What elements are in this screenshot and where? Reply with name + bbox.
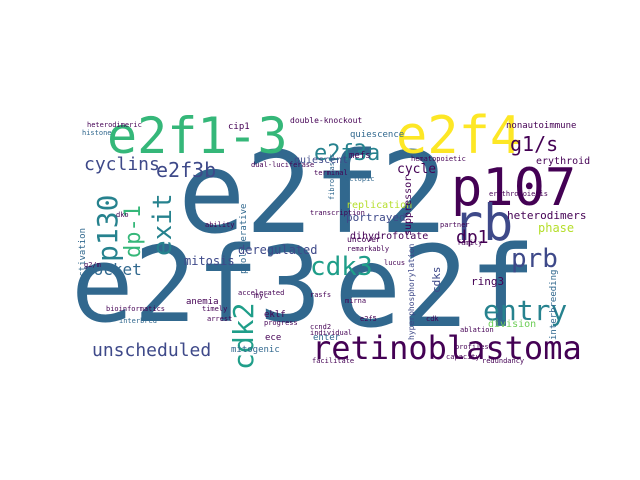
cloud-word: cycle <box>397 162 437 177</box>
cloud-word: ece <box>265 333 282 343</box>
cloud-word: arrest <box>207 315 233 323</box>
cloud-word: p107 <box>451 158 577 218</box>
cloud-word: e2f5 <box>360 315 377 323</box>
cloud-word: g2/m <box>84 261 101 269</box>
cloud-word: cdk <box>426 315 439 323</box>
cloud-word: dihydrofolate <box>350 231 429 242</box>
cloud-word: dual-luciferase <box>251 161 315 169</box>
cloud-word: cip1 <box>228 122 250 132</box>
cloud-word: double-knockout <box>290 116 363 125</box>
cloud-word: heterodimers <box>507 209 587 222</box>
cloud-word: interbreeding <box>549 269 559 340</box>
cloud-word: e2f2 <box>178 129 448 259</box>
cloud-word: mirna <box>345 297 367 305</box>
cloud-word: cdk2 <box>227 302 260 370</box>
cloud-word: eklf <box>264 310 286 320</box>
cloud-word: phase <box>538 221 575 235</box>
cloud-word: quiescent <box>294 155 349 166</box>
cloud-word: cdk3 <box>310 252 373 282</box>
cloud-word: ability <box>205 221 235 229</box>
cloud-word: exit <box>148 193 178 256</box>
cloud-word: nonautoimmune <box>506 121 577 131</box>
cloud-word: terminal <box>314 169 348 177</box>
cloud-word: unscheduled <box>92 340 212 361</box>
cloud-word: histone <box>82 129 112 137</box>
cloud-word: e2f3a <box>314 141 381 166</box>
cloud-word: mefs <box>349 151 371 161</box>
cloud-word: transcription <box>310 209 365 217</box>
cloud-word: cdks <box>430 266 443 294</box>
cloud-word: hematopoietic <box>411 155 466 163</box>
cloud-word: erythropoiesis <box>489 190 549 198</box>
cloud-word: quiescence <box>350 130 405 140</box>
cloud-word: interbred <box>119 317 157 325</box>
cloud-word: mitogenic <box>231 345 280 355</box>
cloud-word: prb <box>511 244 558 274</box>
cloud-word: entry <box>483 294 568 327</box>
cloud-word: profiles <box>455 343 489 351</box>
cloud-word: hyperphosphorylation <box>407 243 416 340</box>
cloud-word: cyclins <box>84 154 160 175</box>
cloud-word: ccnd2 <box>310 323 332 331</box>
cloud-word: e2f <box>334 223 537 353</box>
cloud-word: e2f1-3 <box>107 107 288 165</box>
cloud-word: enter <box>313 333 341 343</box>
cloud-word: ring3 <box>471 275 505 288</box>
cloud-word: ablation <box>460 326 494 334</box>
cloud-word: portrayed <box>346 211 406 224</box>
cloud-word: myc <box>254 291 269 300</box>
cloud-word: individual <box>310 329 353 337</box>
cloud-word: rasfs <box>310 291 332 299</box>
cloud-word: p130 <box>91 194 124 262</box>
cloud-word: retinoblastoma <box>312 329 582 367</box>
cloud-word: proliferative <box>239 203 249 274</box>
cloud-word: bioinformatics <box>106 305 166 313</box>
cloud-word: lucus <box>384 259 406 267</box>
cloud-word: family <box>457 239 483 247</box>
cloud-word: progress <box>264 319 298 327</box>
cloud-word: facilitate <box>312 357 355 365</box>
cloud-word: rb <box>453 194 514 252</box>
cloud-word: ectopic <box>345 175 375 183</box>
cloud-word: mitosis <box>184 254 235 268</box>
cloud-word: dko <box>116 211 129 219</box>
cloud-word: suppressor <box>403 175 414 236</box>
cloud-word: dp1 <box>456 227 489 248</box>
cloud-word: uncover <box>347 235 381 244</box>
cloud-word: redundancy <box>482 357 525 365</box>
cloud-word: e2f3 <box>71 224 322 346</box>
cloud-word: e2f4 <box>396 106 522 166</box>
cloud-word: capacity <box>446 353 480 361</box>
cloud-word: e2f3b <box>156 158 217 182</box>
cloud-word: remarkably <box>347 245 390 253</box>
cloud-word: accelerated <box>238 289 285 297</box>
cloud-word: deregulated <box>238 243 318 257</box>
cloud-word: anemia <box>186 297 219 307</box>
cloud-word: partner <box>440 221 470 229</box>
cloud-word: division <box>488 319 537 330</box>
cloud-word: timely <box>202 305 228 313</box>
cloud-word: g1/s <box>510 132 559 156</box>
cloud-word: heterodimeric <box>87 121 142 129</box>
cloud-word: replication <box>346 200 413 211</box>
cloud-word: erythroid <box>536 156 591 167</box>
cloud-word: pocket <box>84 260 142 279</box>
